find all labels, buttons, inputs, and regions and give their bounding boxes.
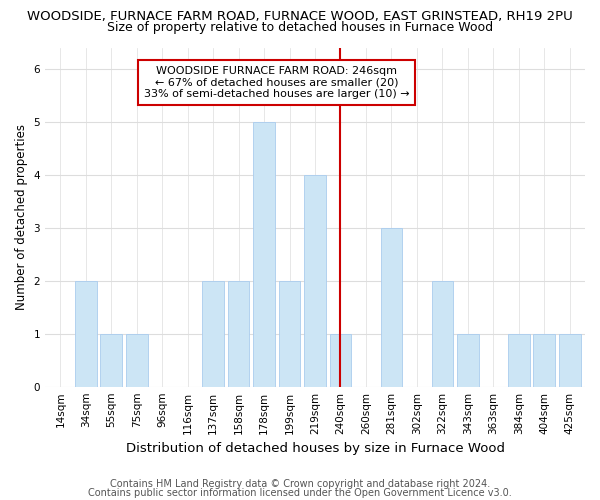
Bar <box>228 280 250 386</box>
Bar <box>431 280 453 386</box>
Bar <box>533 334 555 386</box>
Bar <box>253 122 275 386</box>
Text: WOODSIDE FURNACE FARM ROAD: 246sqm
← 67% of detached houses are smaller (20)
33%: WOODSIDE FURNACE FARM ROAD: 246sqm ← 67%… <box>144 66 410 99</box>
Bar <box>202 280 224 386</box>
Bar <box>457 334 479 386</box>
Bar <box>279 280 301 386</box>
Bar <box>304 174 326 386</box>
Text: Contains HM Land Registry data © Crown copyright and database right 2024.: Contains HM Land Registry data © Crown c… <box>110 479 490 489</box>
Bar <box>559 334 581 386</box>
Bar <box>126 334 148 386</box>
X-axis label: Distribution of detached houses by size in Furnace Wood: Distribution of detached houses by size … <box>125 442 505 455</box>
Bar <box>75 280 97 386</box>
Bar <box>100 334 122 386</box>
Bar <box>508 334 530 386</box>
Text: Size of property relative to detached houses in Furnace Wood: Size of property relative to detached ho… <box>107 21 493 34</box>
Text: Contains public sector information licensed under the Open Government Licence v3: Contains public sector information licen… <box>88 488 512 498</box>
Y-axis label: Number of detached properties: Number of detached properties <box>15 124 28 310</box>
Bar <box>380 228 402 386</box>
Bar <box>329 334 352 386</box>
Text: WOODSIDE, FURNACE FARM ROAD, FURNACE WOOD, EAST GRINSTEAD, RH19 2PU: WOODSIDE, FURNACE FARM ROAD, FURNACE WOO… <box>27 10 573 23</box>
